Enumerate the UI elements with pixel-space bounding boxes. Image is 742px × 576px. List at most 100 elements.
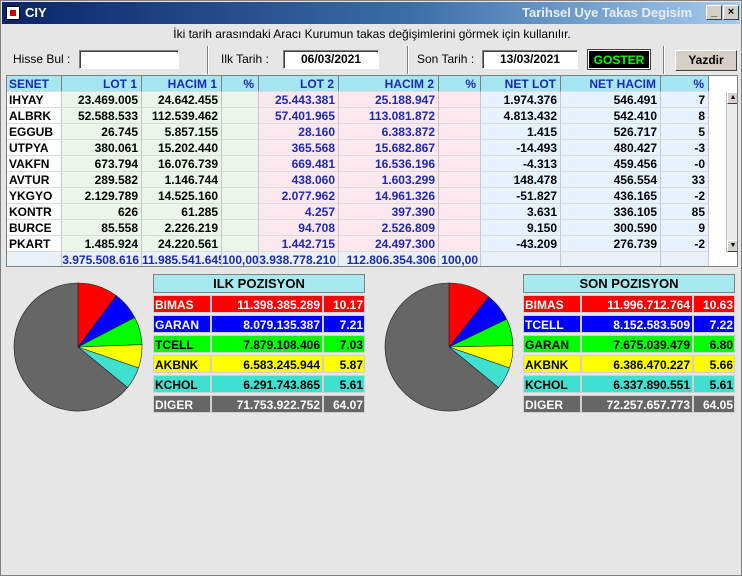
cell-nethacim: 459.456 <box>561 156 661 172</box>
cell-netlot: -51.827 <box>481 188 561 204</box>
hisse-search-input[interactable] <box>79 50 179 69</box>
close-button[interactable]: × <box>723 5 739 20</box>
header-lot2[interactable]: LOT 2 <box>259 76 339 92</box>
takas-table[interactable]: ▲ ▼ SENET LOT 1 HACIM 1% LOT 2 HACIM 2% NET L… <box>6 75 738 267</box>
cell-netlot: 1.415 <box>481 124 561 140</box>
pozisyon-value: 6.291.743.865 <box>211 375 323 393</box>
cell-pct2 <box>439 156 481 172</box>
pozisyon-name: GARAN <box>153 315 211 333</box>
cell-pct2 <box>439 220 481 236</box>
info-text: İki tarih arasındaki Aracı Kurumun takas… <box>173 27 571 41</box>
pozisyon-row: KCHOL 6.291.743.865 5.61 <box>153 375 365 393</box>
pozisyon-row: GARAN 7.675.039.479 6.80 <box>523 335 735 353</box>
cell-lot2: 365.568 <box>259 140 339 156</box>
cell-hacim1: 24.220.561 <box>142 236 222 252</box>
cell-senet: IHYAY <box>7 92 62 108</box>
header-lot1[interactable]: LOT 1 <box>62 76 142 92</box>
cell-hacim2: 113.081.872 <box>339 108 439 124</box>
pozisyon-value: 72.257.657.773 <box>581 395 693 413</box>
cell-netlot <box>481 252 561 266</box>
window-title: CIY <box>25 5 47 20</box>
cell-hacim1: 61.285 <box>142 204 222 220</box>
header-pct2[interactable]: % <box>439 76 481 92</box>
pozisyon-name: BIMAS <box>523 295 581 313</box>
header-hacim2[interactable]: HACIM 2 <box>339 76 439 92</box>
cell-hacim2: 2.526.809 <box>339 220 439 236</box>
son-tarih-input[interactable]: 13/03/2021 <box>482 50 578 69</box>
pozisyon-value: 6.337.890.551 <box>581 375 693 393</box>
cell-hacim2: 16.536.196 <box>339 156 439 172</box>
scroll-down-icon[interactable]: ▼ <box>727 240 737 252</box>
pozisyon-name: GARAN <box>523 335 581 353</box>
cell-senet: KONTR <box>7 204 62 220</box>
cell-nethacim: 276.739 <box>561 236 661 252</box>
cell-senet <box>7 252 62 266</box>
header-senet[interactable]: SENET <box>7 76 62 92</box>
separator <box>407 46 409 74</box>
pie-slice-diger <box>384 282 499 412</box>
pozisyon-value: 7.879.108.406 <box>211 335 323 353</box>
cell-pct3: -2 <box>661 188 709 204</box>
cell-netlot: -43.209 <box>481 236 561 252</box>
pozisyon-value: 6.386.470.227 <box>581 355 693 373</box>
pozisyon-value: 8.079.135.387 <box>211 315 323 333</box>
yazdir-button[interactable]: Yazdir <box>675 50 737 71</box>
cell-pct2 <box>439 140 481 156</box>
pozisyon-row: DIGER 72.257.657.773 64.05 <box>523 395 735 413</box>
cell-pct2: 100,00 <box>439 252 481 266</box>
ilk-pozisyon-pie-chart <box>13 282 143 412</box>
cell-lot1: 2.129.789 <box>62 188 142 204</box>
pozisyon-value: 11.398.385.289 <box>211 295 323 313</box>
pozisyon-value: 71.753.922.752 <box>211 395 323 413</box>
cell-netlot: 1.974.376 <box>481 92 561 108</box>
ilk-tarih-input[interactable]: 06/03/2021 <box>283 50 379 69</box>
cell-pct3: 7 <box>661 92 709 108</box>
cell-hacim1: 24.642.455 <box>142 92 222 108</box>
header-pct3[interactable]: % <box>661 76 709 92</box>
cell-pct3: 33 <box>661 172 709 188</box>
cell-lot1: 1.485.924 <box>62 236 142 252</box>
ilk-tarih-label: Ilk Tarih : <box>221 52 269 66</box>
scroll-up-icon[interactable]: ▲ <box>727 92 737 104</box>
cell-netlot: -4.313 <box>481 156 561 172</box>
cell-lot2: 3.938.778.210 <box>259 252 339 266</box>
cell-pct2 <box>439 172 481 188</box>
header-pct1[interactable]: % <box>222 76 259 92</box>
cell-pct1 <box>222 204 259 220</box>
cell-hacim1: 1.146.744 <box>142 172 222 188</box>
pozisyon-name: KCHOL <box>153 375 211 393</box>
header-netlot[interactable]: NET LOT <box>481 76 561 92</box>
cell-hacim2: 15.682.867 <box>339 140 439 156</box>
vertical-scrollbar[interactable]: ▲ ▼ <box>726 92 737 252</box>
header-hacim1[interactable]: HACIM 1 <box>142 76 222 92</box>
pozisyon-row: TCELL 8.152.583.509 7.22 <box>523 315 735 333</box>
cell-senet: PKART <box>7 236 62 252</box>
cell-nethacim <box>561 252 661 266</box>
cell-senet: AVTUR <box>7 172 62 188</box>
cell-nethacim: 542.410 <box>561 108 661 124</box>
app-icon <box>6 6 20 20</box>
cell-pct3: 85 <box>661 204 709 220</box>
cell-hacim2: 397.390 <box>339 204 439 220</box>
cell-nethacim: 300.590 <box>561 220 661 236</box>
cell-hacim1: 16.076.739 <box>142 156 222 172</box>
pozisyon-name: TCELL <box>523 315 581 333</box>
cell-pct1 <box>222 124 259 140</box>
cell-lot2: 1.442.715 <box>259 236 339 252</box>
cell-hacim2: 112.806.354.306 <box>339 252 439 266</box>
pozisyon-row: GARAN 8.079.135.387 7.21 <box>153 315 365 333</box>
minimize-button[interactable]: _ <box>706 5 722 20</box>
header-nethacim[interactable]: NET HACIM <box>561 76 661 92</box>
pozisyon-pct: 7.21 <box>323 315 365 333</box>
pozisyon-value: 7.675.039.479 <box>581 335 693 353</box>
title-bar[interactable]: CIY Tarihsel Uye Takas Degisim _ × <box>2 2 740 24</box>
cell-hacim1: 11.985.541.645 <box>142 252 222 267</box>
cell-nethacim: 456.554 <box>561 172 661 188</box>
separator <box>207 46 209 74</box>
separator <box>663 46 665 74</box>
goster-button[interactable]: GOSTER <box>587 49 651 70</box>
cell-lot1: 3.975.508.616 <box>62 252 142 266</box>
cell-pct1 <box>222 172 259 188</box>
cell-lot2: 28.160 <box>259 124 339 140</box>
